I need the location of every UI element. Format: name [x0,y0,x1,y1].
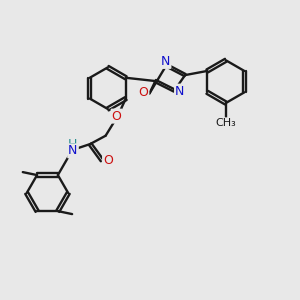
Text: N: N [161,55,170,68]
Text: N: N [175,85,184,98]
Text: H: H [68,138,78,152]
Text: N: N [68,144,78,158]
Text: CH₃: CH₃ [215,118,236,128]
Text: O: O [112,110,122,123]
Text: O: O [139,86,148,99]
Text: O: O [103,154,113,167]
